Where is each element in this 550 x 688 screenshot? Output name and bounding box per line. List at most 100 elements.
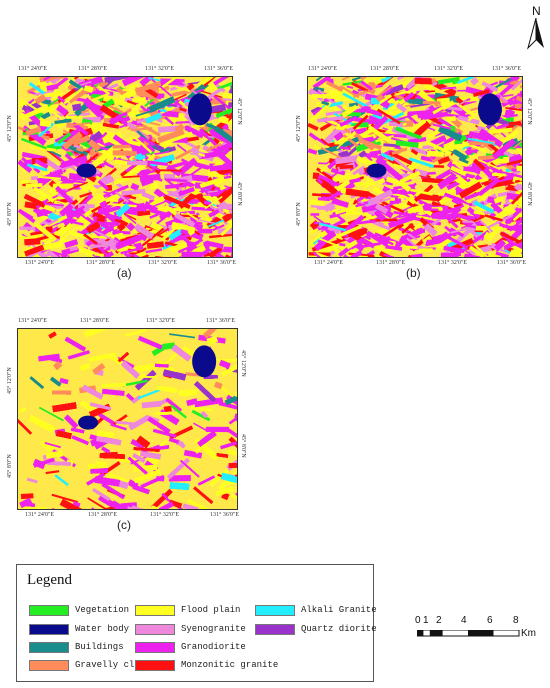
map-patch (212, 224, 225, 232)
map-patch (179, 233, 191, 245)
map-patch (69, 245, 78, 252)
map-patch (471, 229, 490, 245)
map-patch (358, 214, 379, 222)
map-patch (425, 240, 434, 246)
map-patch (513, 183, 522, 196)
map-patch (101, 382, 126, 388)
map-patch (365, 197, 392, 208)
map-patch (369, 149, 382, 156)
map-patch (54, 118, 72, 125)
map-patch (97, 179, 109, 191)
map-patch (90, 467, 109, 474)
map-patch (205, 426, 230, 433)
map-patch (375, 203, 389, 215)
map-patch (222, 129, 232, 139)
map-patch (178, 389, 198, 397)
bottom-tick: 131° 36'0"E (210, 512, 240, 518)
legend-label: Flood plain (181, 605, 241, 615)
map-patch (18, 419, 32, 435)
map-patch (218, 401, 237, 410)
map-patch (55, 185, 74, 205)
map-patch (138, 233, 148, 242)
bottom-tick: 131° 32'0"E (438, 260, 468, 266)
map-patch (505, 187, 519, 192)
map-patch (316, 177, 324, 185)
water-body-patch (76, 163, 97, 178)
map-patch (351, 77, 366, 82)
left-tick: 45° 8'0"N (7, 202, 13, 226)
map-patch (63, 87, 84, 105)
map-patch (401, 222, 414, 234)
map-patch (140, 451, 161, 460)
map-patch (120, 170, 129, 179)
map-patch (127, 456, 148, 475)
map-patch (48, 331, 57, 339)
map-patch (34, 222, 57, 243)
bottom-tick: 131° 28'0"E (376, 260, 406, 266)
left-tick: 45° 8'0"N (296, 202, 302, 226)
map-patch (99, 174, 113, 185)
map-patch (473, 210, 485, 216)
map-patch (440, 86, 456, 90)
map-patch (72, 135, 91, 147)
map-patch (490, 81, 499, 87)
map-patch (119, 115, 131, 124)
map-patch (405, 103, 416, 108)
legend-box: Legend Vegetation Water body Buildings Grav… (16, 564, 377, 682)
map-patch (134, 223, 155, 240)
map-patch (414, 168, 428, 177)
map-patch (458, 181, 483, 199)
map-patch (22, 502, 35, 507)
left-tick: 45° 12'0"N (7, 115, 13, 142)
map-patch (56, 430, 72, 439)
map-patch (145, 160, 169, 167)
map-patch (132, 453, 146, 463)
map-patch (228, 436, 237, 453)
map-patch (135, 108, 158, 117)
map-patch (128, 84, 138, 89)
map-patch (341, 77, 351, 81)
map-patch (227, 119, 232, 125)
right-tick: 45° 12'0"N (240, 350, 246, 377)
map-patch (171, 205, 188, 213)
map-patch (115, 234, 142, 250)
map-patch (199, 176, 225, 189)
map-patch (220, 441, 237, 450)
map-patch (207, 190, 218, 193)
top-tick: 131° 36'0"E (206, 318, 236, 324)
map-patch (49, 77, 69, 92)
map-patch (186, 82, 195, 91)
left-tick: 45° 12'0"N (7, 367, 13, 394)
map-patch (332, 172, 351, 183)
legend-swatch (29, 641, 69, 653)
scale-bar-tick: 6 (487, 615, 493, 626)
map-patch (395, 102, 407, 113)
map-patch (452, 160, 468, 167)
map-patch (104, 77, 132, 83)
map-patch (432, 100, 454, 115)
map-patch (151, 488, 173, 509)
map-patch (321, 100, 330, 106)
map-patch (196, 242, 204, 248)
map-patch (178, 186, 195, 197)
map-patch (209, 466, 231, 488)
map-patch (319, 162, 331, 173)
map-patch (102, 122, 120, 129)
map-patch (183, 449, 203, 459)
map-patch (213, 125, 232, 144)
map-patch (135, 244, 144, 251)
map-patch (71, 427, 85, 434)
map-patch (217, 80, 232, 91)
map-patch (435, 169, 452, 182)
map-patch (84, 329, 113, 338)
north-arrow-icon (527, 18, 544, 50)
map-patch (417, 89, 428, 100)
map-patch (184, 114, 196, 126)
map-patch (198, 152, 206, 158)
map-patch (132, 253, 145, 257)
map-patch (226, 427, 237, 447)
legend-item: Gravelly clay (29, 659, 145, 671)
map-patch (164, 187, 183, 199)
legend-item: Quartz diorite (255, 623, 377, 635)
map-patch (18, 407, 27, 414)
